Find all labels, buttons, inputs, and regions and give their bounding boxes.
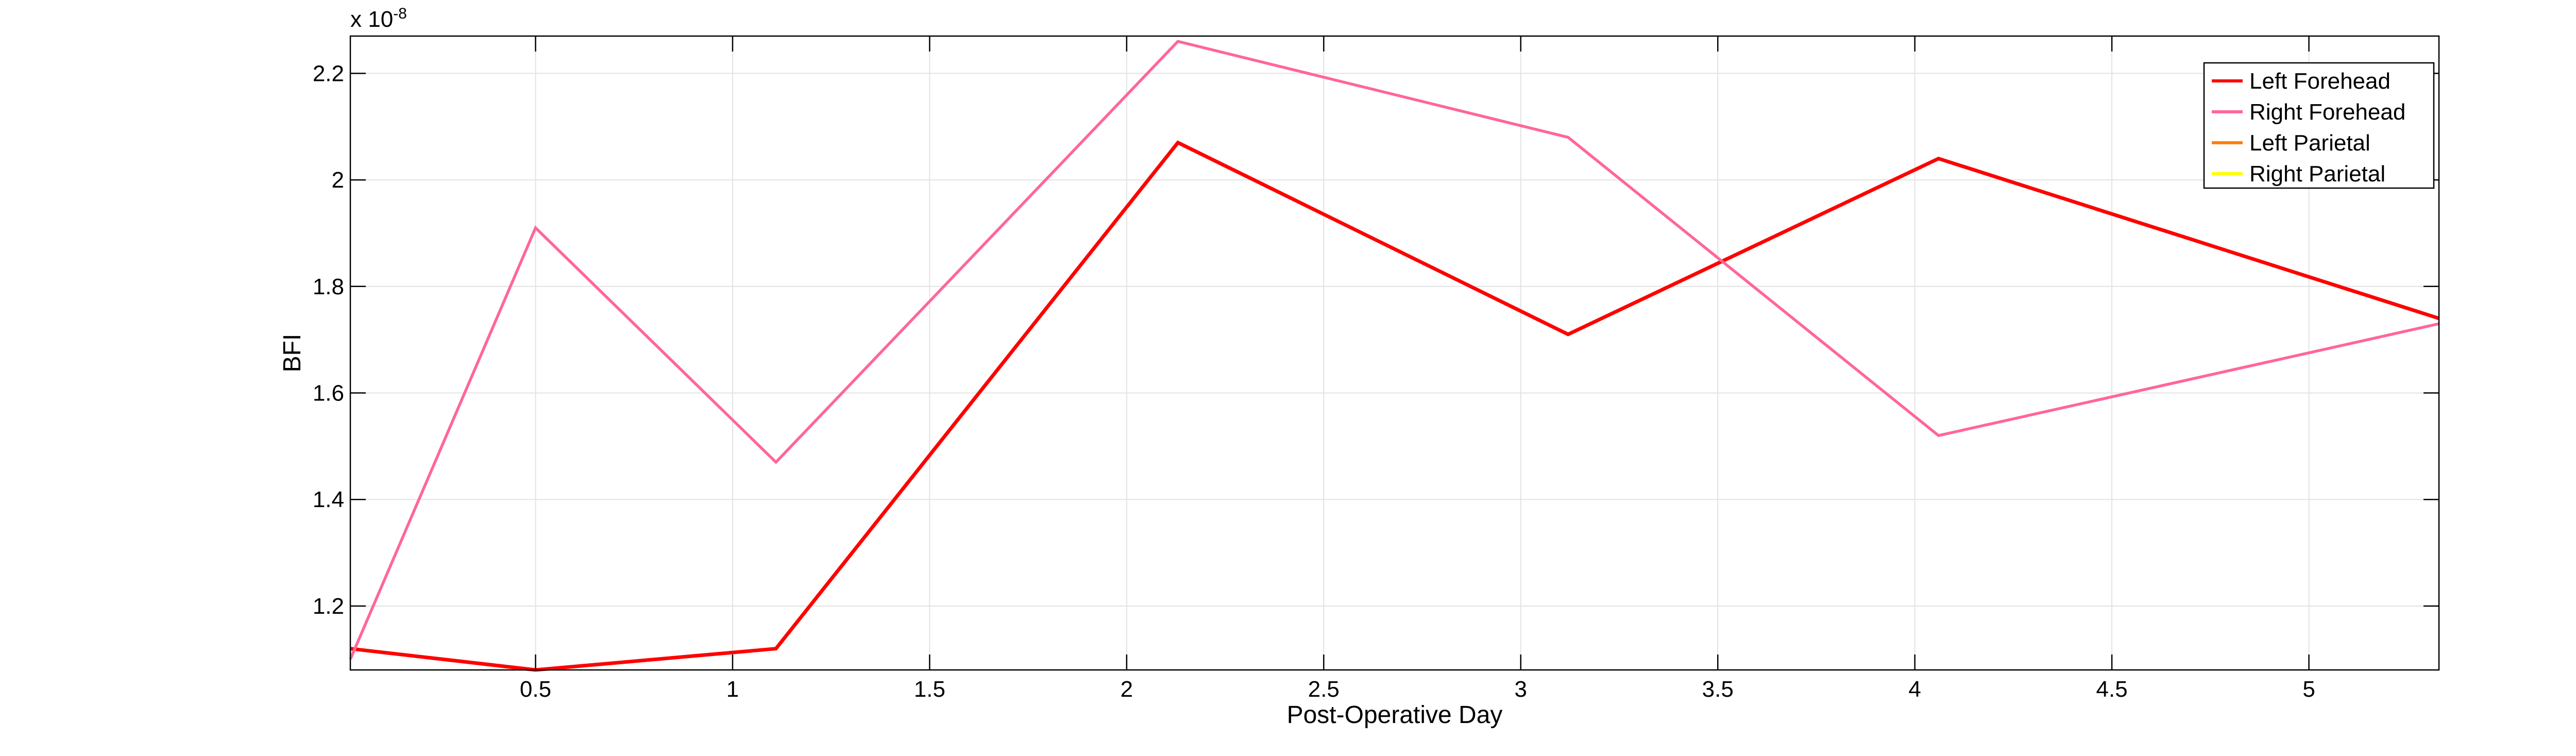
x-tick-label: 3.5 (1702, 677, 1734, 702)
legend-label: Right Forehead (2249, 99, 2405, 125)
x-tick-label: 3 (1515, 677, 1527, 702)
y-axis-label: BFI (279, 334, 306, 373)
y-exponent-label: x 10-8 (350, 5, 407, 32)
x-tick-label: 1 (726, 677, 739, 702)
y-tick-label: 1.4 (313, 487, 344, 512)
legend-label: Left Forehead (2249, 69, 2391, 94)
legend-label: Right Parietal (2249, 161, 2385, 187)
y-tick-label: 2.2 (313, 61, 344, 86)
x-tick-label: 2 (1121, 677, 1133, 702)
ticks: 0.5 1 1.5 2 2.5 3 3.5 4 4.5 5 1.2 1.4 1.6 1.8 2 2.2 (313, 36, 2439, 702)
x-axis-label: Post-Operative Day (1287, 701, 1503, 729)
y-tick-label: 1.6 (313, 381, 344, 406)
series-line-right-forehead (349, 40, 2439, 660)
y-tick-label: 1.2 (313, 594, 344, 619)
grid (350, 36, 2439, 670)
y-tick-label: 2 (332, 167, 344, 193)
x-tick-label: 4 (1908, 677, 1921, 702)
x-tick-label: 2.5 (1308, 677, 1340, 702)
legend-box (2203, 62, 2435, 189)
legend-label: Left Parietal (2249, 130, 2370, 156)
x-tick-label: 5 (2302, 677, 2315, 702)
x-tick-label: 0.5 (520, 677, 551, 702)
y-tick-label: 1.8 (313, 274, 344, 299)
legend: Left Forehead Right Forehead Left Parietal… (2203, 62, 2435, 189)
plot-frame (349, 35, 2440, 671)
x-tick-label: 4.5 (2096, 677, 2128, 702)
x-tick-label: 1.5 (914, 677, 945, 702)
